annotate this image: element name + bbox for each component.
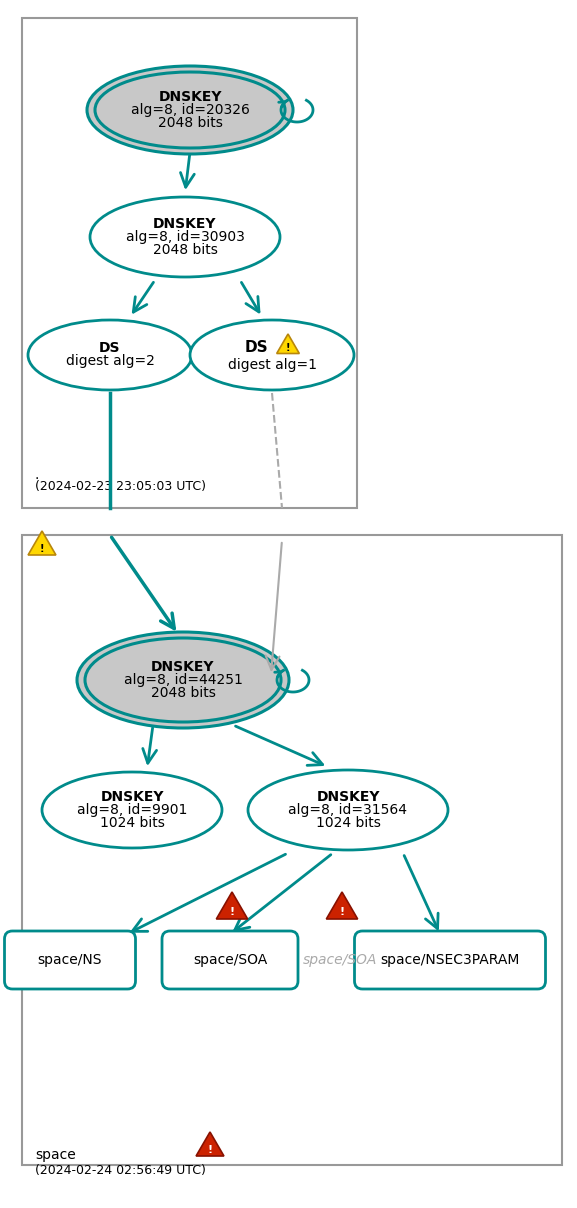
Text: 1024 bits: 1024 bits xyxy=(100,815,164,830)
FancyBboxPatch shape xyxy=(22,18,357,509)
Polygon shape xyxy=(216,892,248,919)
FancyBboxPatch shape xyxy=(22,535,562,1165)
Ellipse shape xyxy=(28,320,192,390)
Text: DNSKEY: DNSKEY xyxy=(100,790,164,805)
FancyBboxPatch shape xyxy=(5,931,136,989)
Text: space/NS: space/NS xyxy=(38,953,102,966)
Text: space/SOA: space/SOA xyxy=(193,953,267,966)
Text: DNSKEY: DNSKEY xyxy=(151,660,215,674)
Text: 1024 bits: 1024 bits xyxy=(316,815,380,830)
Ellipse shape xyxy=(87,66,293,153)
Ellipse shape xyxy=(95,72,285,149)
Text: space: space xyxy=(35,1148,76,1162)
Polygon shape xyxy=(28,532,56,554)
Text: alg=8, id=30903: alg=8, id=30903 xyxy=(126,230,245,244)
Ellipse shape xyxy=(90,197,280,277)
Text: digest alg=1: digest alg=1 xyxy=(227,358,317,372)
Ellipse shape xyxy=(190,320,354,390)
Text: (2024-02-24 02:56:49 UTC): (2024-02-24 02:56:49 UTC) xyxy=(35,1165,206,1177)
Text: DS: DS xyxy=(244,339,268,354)
Ellipse shape xyxy=(85,638,281,722)
Text: !: ! xyxy=(208,1145,212,1155)
Ellipse shape xyxy=(42,772,222,848)
Text: space/NSEC3PARAM: space/NSEC3PARAM xyxy=(380,953,520,966)
Text: 2048 bits: 2048 bits xyxy=(152,243,218,257)
Text: !: ! xyxy=(339,907,344,917)
Ellipse shape xyxy=(248,769,448,850)
Text: DNSKEY: DNSKEY xyxy=(316,790,380,805)
FancyBboxPatch shape xyxy=(162,931,298,989)
Ellipse shape xyxy=(77,632,289,728)
Text: 2048 bits: 2048 bits xyxy=(158,116,223,130)
Polygon shape xyxy=(277,333,299,354)
Polygon shape xyxy=(196,1132,224,1156)
Text: !: ! xyxy=(230,907,235,917)
Text: !: ! xyxy=(40,544,44,553)
Text: .: . xyxy=(35,467,39,482)
FancyBboxPatch shape xyxy=(354,931,545,989)
Text: alg=8, id=31564: alg=8, id=31564 xyxy=(288,803,407,817)
Text: 2048 bits: 2048 bits xyxy=(151,686,215,699)
Text: alg=8, id=9901: alg=8, id=9901 xyxy=(77,803,187,817)
Text: DNSKEY: DNSKEY xyxy=(153,217,217,231)
Text: !: ! xyxy=(286,343,290,353)
Text: (2024-02-23 23:05:03 UTC): (2024-02-23 23:05:03 UTC) xyxy=(35,480,206,493)
Polygon shape xyxy=(327,892,358,919)
Text: DS: DS xyxy=(99,342,121,355)
Text: digest alg=2: digest alg=2 xyxy=(66,354,155,368)
Text: space/SOA: space/SOA xyxy=(303,953,377,966)
Text: alg=8, id=44251: alg=8, id=44251 xyxy=(123,673,242,687)
Text: alg=8, id=20326: alg=8, id=20326 xyxy=(130,103,249,117)
Text: DNSKEY: DNSKEY xyxy=(158,91,222,104)
